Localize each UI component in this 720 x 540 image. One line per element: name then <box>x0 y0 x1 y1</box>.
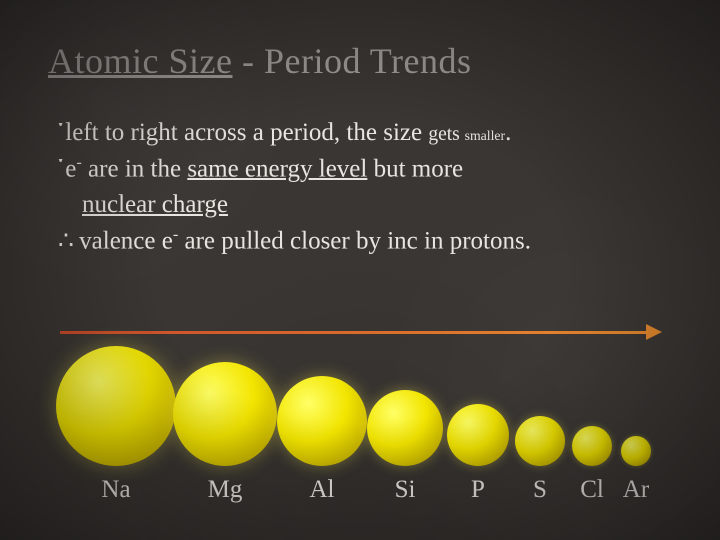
element-label-ar: Ar <box>623 476 649 504</box>
b4-pre: valence e <box>79 227 173 254</box>
title-underlined: Atomic Size <box>48 41 232 81</box>
atom-na <box>56 346 176 466</box>
element-label-si: Si <box>395 476 416 504</box>
arrow-line <box>60 331 646 334</box>
atom-al <box>277 376 367 466</box>
atom-s <box>515 416 565 466</box>
b1-small1: gets <box>428 124 464 145</box>
slide-content: Atomic Size - Period Trends ་left to rig… <box>0 0 720 540</box>
title-rest: - Period Trends <box>232 41 471 81</box>
atom-mg <box>173 362 277 466</box>
element-label-mg: Mg <box>208 476 243 504</box>
atom-diagram: Na Mg Al Si P S Cl Ar <box>60 328 680 508</box>
bullet-glyph: ་ <box>58 155 63 182</box>
b2-e: e <box>65 155 76 182</box>
b1-period: . <box>505 119 511 146</box>
element-label-s: S <box>533 476 547 504</box>
b2-u: same energy level <box>187 155 367 182</box>
atom-p <box>447 404 509 466</box>
bullet-4: ∴ valence e- are pulled closer by inc in… <box>48 224 672 258</box>
atom-ar <box>621 436 651 466</box>
b1-text: left to right across a period, the size <box>65 119 428 146</box>
b2-post: but more <box>367 155 463 182</box>
atom-cl <box>572 426 612 466</box>
element-label-p: P <box>471 476 485 504</box>
b2-mid: are in the <box>82 155 188 182</box>
b4-post: are pulled closer by inc in protons. <box>178 227 531 254</box>
bullet-2: ་e- are in the same energy level but mor… <box>48 152 672 186</box>
slide-title: Atomic Size - Period Trends <box>48 40 672 82</box>
atom-si <box>367 390 443 466</box>
bullet-3: nuclear charge <box>48 188 672 222</box>
element-label-na: Na <box>101 476 130 504</box>
bullet-glyph: ་ <box>58 119 63 146</box>
element-label-cl: Cl <box>580 476 604 504</box>
b3-u: nuclear charge <box>82 191 228 218</box>
element-label-al: Al <box>310 476 335 504</box>
b1-small2: smaller <box>465 128 505 143</box>
arrow-head-icon <box>646 324 662 340</box>
therefore-symbol: ∴ <box>58 227 73 254</box>
element-labels: Na Mg Al Si P S Cl Ar <box>60 476 680 506</box>
bullet-1: ་left to right across a period, the size… <box>48 116 672 150</box>
